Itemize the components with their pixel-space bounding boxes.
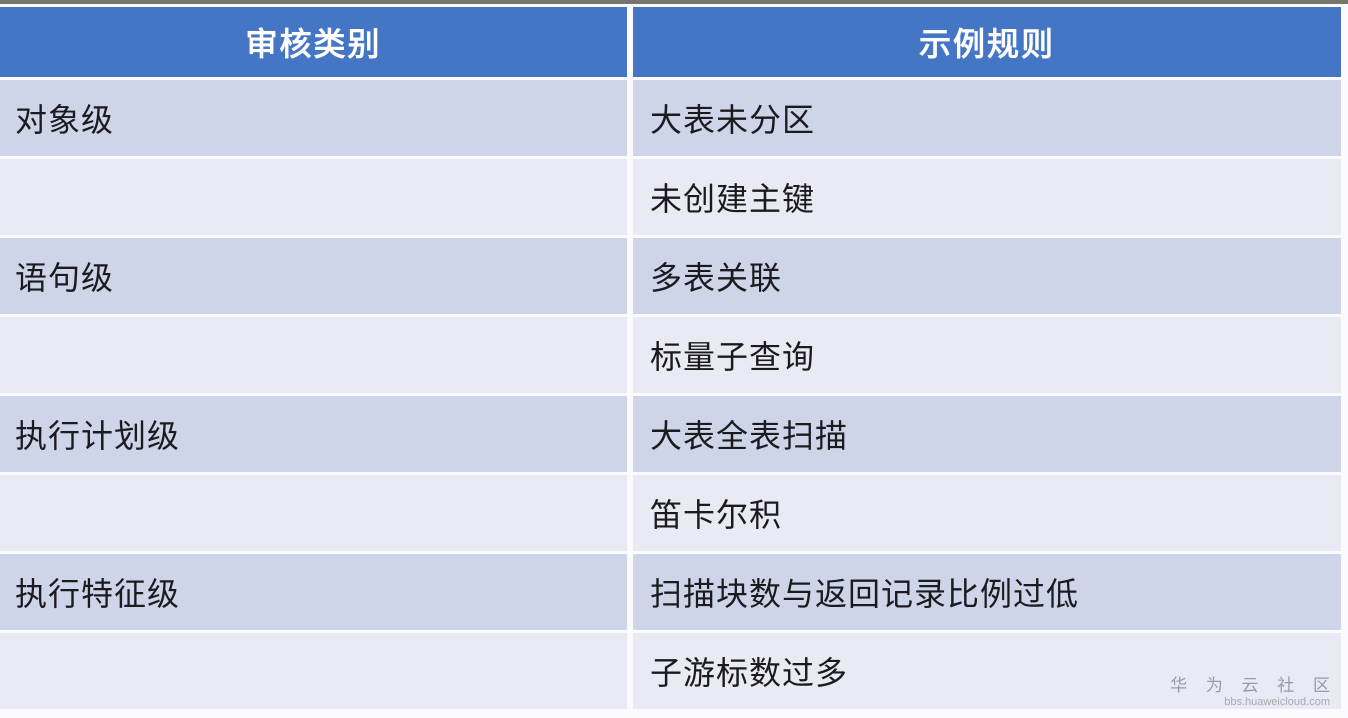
cell-category: 对象级 <box>0 80 627 156</box>
watermark-site-url: bbs.huaweicloud.com <box>1224 696 1330 709</box>
cell-rule: 未创建主键 <box>633 159 1341 235</box>
watermark: 华 为 云 社 区 bbs.huaweicloud.com <box>1170 675 1330 710</box>
audit-rules-table: 审核类别 示例规则 对象级 大表未分区 未创建主键 语句级 多表关联 标量子查询… <box>0 7 1341 709</box>
cell-rule: 扫描块数与返回记录比例过低 <box>633 554 1341 630</box>
cell-category: 执行特征级 <box>0 554 627 630</box>
cell-rule: 大表未分区 <box>633 80 1341 156</box>
watermark-brand: 华 为 云 社 区 <box>1170 676 1337 695</box>
cell-category: 执行计划级 <box>0 396 627 472</box>
column-header-category: 审核类别 <box>0 7 627 77</box>
cell-category <box>0 159 627 235</box>
top-border-strip <box>0 0 1348 4</box>
cell-category <box>0 475 627 551</box>
cell-category <box>0 633 627 709</box>
cell-category: 语句级 <box>0 238 627 314</box>
cell-category <box>0 317 627 393</box>
cell-rule: 笛卡尔积 <box>633 475 1341 551</box>
cell-rule: 子游标数过多 <box>633 633 1341 709</box>
cell-rule: 标量子查询 <box>633 317 1341 393</box>
cell-rule: 大表全表扫描 <box>633 396 1341 472</box>
cell-rule: 多表关联 <box>633 238 1341 314</box>
column-header-rule: 示例规则 <box>633 7 1341 77</box>
